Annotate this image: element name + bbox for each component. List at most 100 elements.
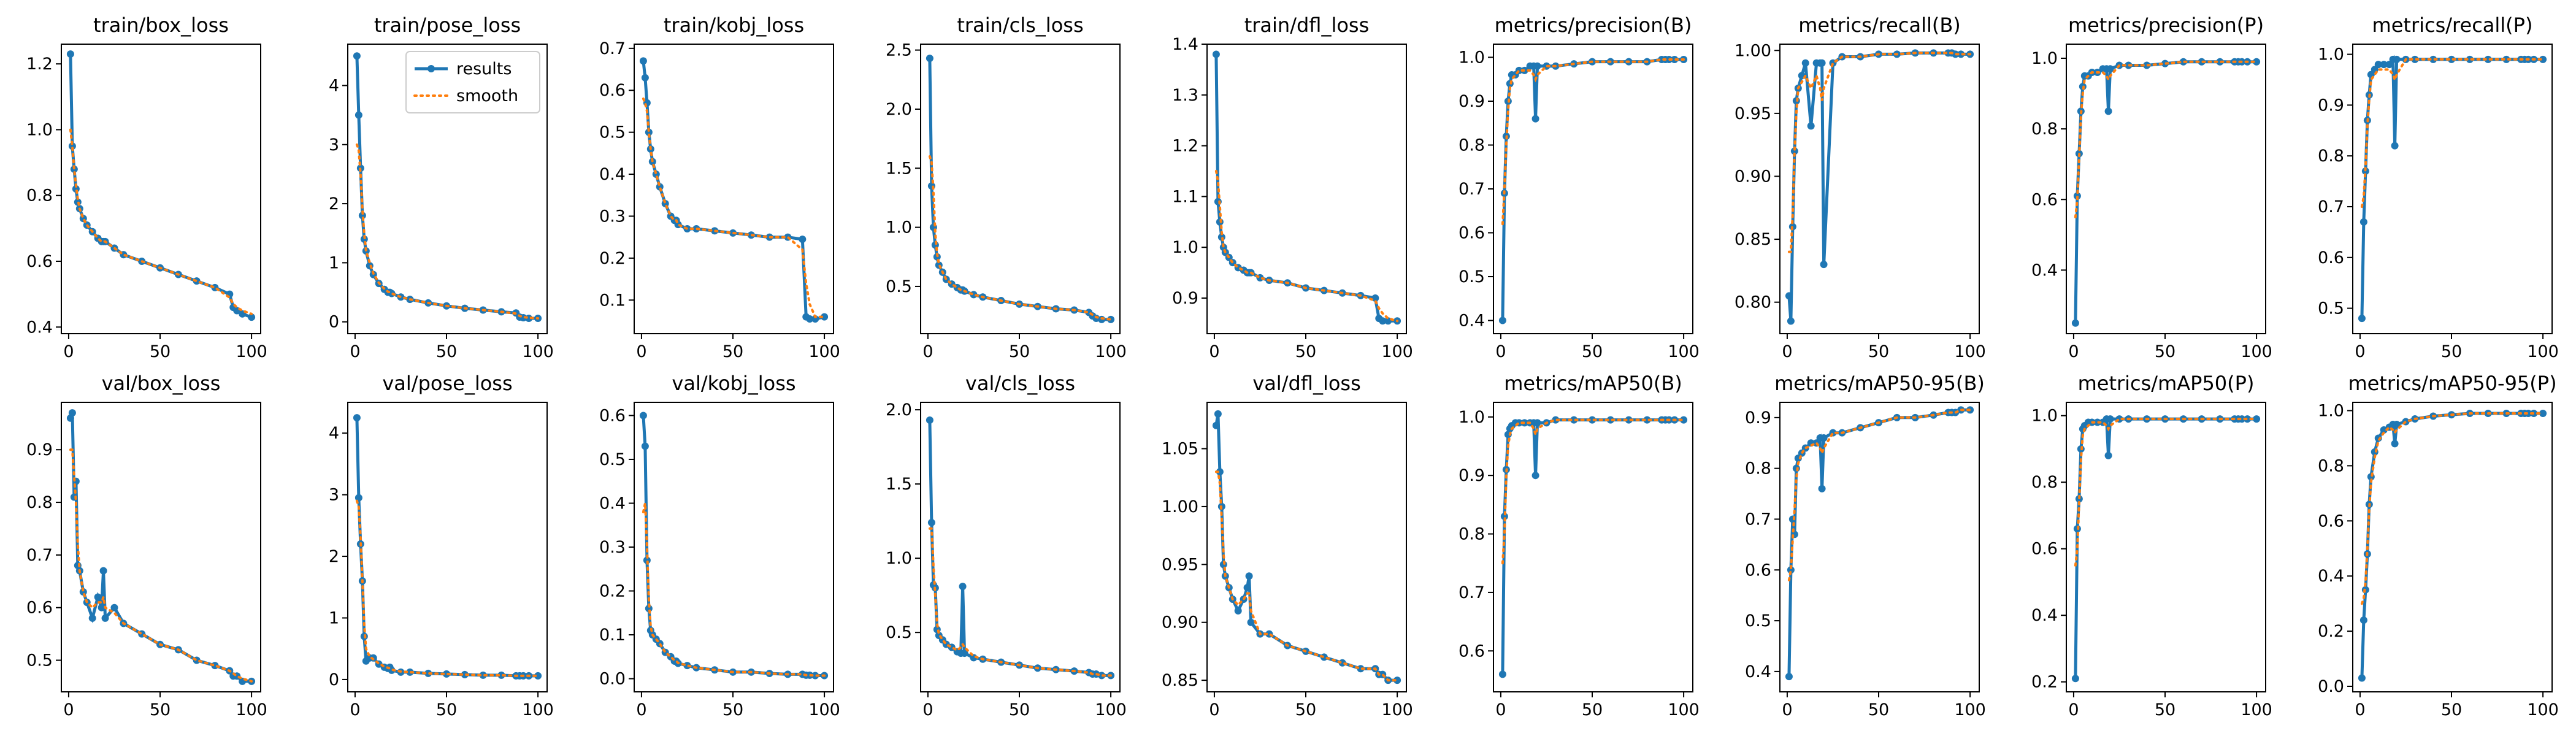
results-marker — [2358, 674, 2366, 682]
y-tick-label: 0.2 — [599, 249, 626, 268]
y-tick-label: 1.0 — [886, 218, 912, 237]
results-marker — [461, 670, 469, 678]
y-tick-label: 0.7 — [1745, 510, 1771, 529]
results-marker — [68, 142, 76, 150]
y-tick-label: 0.6 — [599, 406, 626, 425]
x-tick-label: 0 — [1495, 700, 1506, 719]
results-marker — [355, 494, 362, 502]
results-marker — [1247, 618, 1255, 626]
results-marker — [2391, 440, 2399, 448]
results-marker — [2104, 451, 2112, 459]
y-tick-label: 1.00 — [1735, 41, 1771, 60]
subplot-title: train/cls_loss — [957, 13, 1083, 37]
subplot-title: metrics/mAP50(P) — [2078, 372, 2255, 395]
axes-frame — [1779, 402, 1980, 692]
x-tick-label: 100 — [1668, 700, 1700, 719]
results-marker — [1785, 292, 1793, 300]
results-marker — [2358, 315, 2366, 323]
y-tick-label: 0.8 — [1745, 459, 1771, 478]
y-tick-label: 0.3 — [599, 207, 626, 226]
x-tick-label: 50 — [1009, 700, 1030, 719]
results-marker — [2502, 55, 2510, 63]
axes-frame — [347, 44, 548, 334]
y-tick-label: 2 — [329, 194, 339, 213]
y-tick-label: 0.5 — [1459, 267, 1485, 286]
results-marker — [443, 670, 451, 678]
x-tick-label: 100 — [1668, 342, 1700, 361]
results-marker — [1801, 59, 1809, 67]
results-marker — [1820, 261, 1828, 269]
plot-area — [2358, 55, 2547, 323]
plot-area — [1785, 406, 1974, 681]
x-tick-label: 0 — [2355, 700, 2365, 719]
x-tick-label: 100 — [2527, 342, 2559, 361]
results-marker — [2374, 61, 2382, 69]
results-marker — [1643, 416, 1651, 424]
results-marker — [248, 313, 256, 321]
axes-frame — [1206, 44, 1407, 334]
results-marker — [1212, 421, 1220, 429]
y-tick-label: 0.8 — [2318, 456, 2344, 475]
results-marker — [1785, 673, 1793, 681]
results-marker — [101, 614, 109, 622]
y-tick-label: 0.6 — [26, 252, 53, 271]
x-tick-label: 0 — [2068, 700, 2079, 719]
y-tick-label: 1.1 — [1172, 187, 1198, 206]
plot-area — [639, 57, 829, 323]
x-tick-label: 0 — [350, 700, 360, 719]
y-tick-label: 1.0 — [2318, 45, 2344, 64]
subplot-title: val/kobj_loss — [672, 372, 795, 395]
subplot-title: metrics/mAP50-95(P) — [2348, 372, 2556, 395]
y-tick-label: 0.9 — [2318, 96, 2344, 115]
x-tick-label: 50 — [723, 700, 743, 719]
results-marker — [683, 662, 691, 670]
y-tick-label: 1.2 — [26, 55, 53, 74]
x-tick-label: 100 — [1095, 342, 1127, 361]
plot-area — [66, 50, 256, 321]
results-marker — [2393, 55, 2401, 63]
y-tick-label: 3 — [329, 136, 339, 155]
results-line — [928, 58, 1111, 321]
results-marker — [652, 171, 660, 178]
x-tick-label: 0 — [63, 700, 74, 719]
y-tick-label: 0.8 — [2031, 120, 2058, 139]
results-marker — [360, 235, 368, 243]
results-marker — [358, 212, 366, 220]
y-tick-label: 2 — [329, 547, 339, 566]
plot-area — [926, 55, 1115, 323]
subplot-title: train/dfl_loss — [1244, 13, 1370, 37]
y-tick-label: 0.4 — [1745, 662, 1771, 681]
results-marker — [1212, 50, 1220, 58]
subplot-title: metrics/mAP50-95(B) — [1774, 372, 1985, 395]
legend-box — [405, 51, 540, 113]
subplot-title: train/pose_loss — [374, 13, 521, 37]
y-tick-label: 1.2 — [1172, 137, 1198, 156]
y-tick-label: 0.5 — [886, 623, 912, 642]
subplot: metrics/recall(P) 0 50 100 0.5 0.6 0.7 0.8 0.9 1.… — [2318, 13, 2559, 361]
smooth-line — [1787, 408, 1972, 581]
results-marker — [1500, 512, 1508, 520]
smooth-line — [69, 448, 253, 683]
x-tick-label: 100 — [2241, 342, 2272, 361]
results-marker — [1393, 677, 1401, 684]
y-tick-label: 0.8 — [1459, 525, 1485, 544]
x-tick-label: 0 — [350, 342, 360, 361]
y-tick-label: 2.0 — [886, 100, 912, 119]
results-marker — [1807, 122, 1815, 130]
results-marker — [2539, 409, 2547, 417]
subplot: train/box_loss 0 50 100 0.4 0.6 0.8 1.0 1.2 — [26, 13, 267, 361]
results-marker — [1216, 468, 1224, 476]
y-tick-label: 0.6 — [2031, 190, 2058, 209]
x-tick-label: 100 — [1954, 342, 1986, 361]
y-tick-label: 0.3 — [599, 538, 626, 557]
y-tick-label: 0.4 — [1459, 312, 1485, 331]
axes-frame — [2352, 402, 2553, 692]
results-marker — [2253, 58, 2261, 66]
subplot-title: metrics/precision(P) — [2068, 13, 2264, 37]
y-tick-label: 1 — [329, 253, 339, 272]
results-line — [2360, 55, 2543, 319]
results-marker — [1371, 294, 1379, 302]
x-tick-label: 0 — [922, 700, 933, 719]
results-marker — [1498, 316, 1506, 324]
